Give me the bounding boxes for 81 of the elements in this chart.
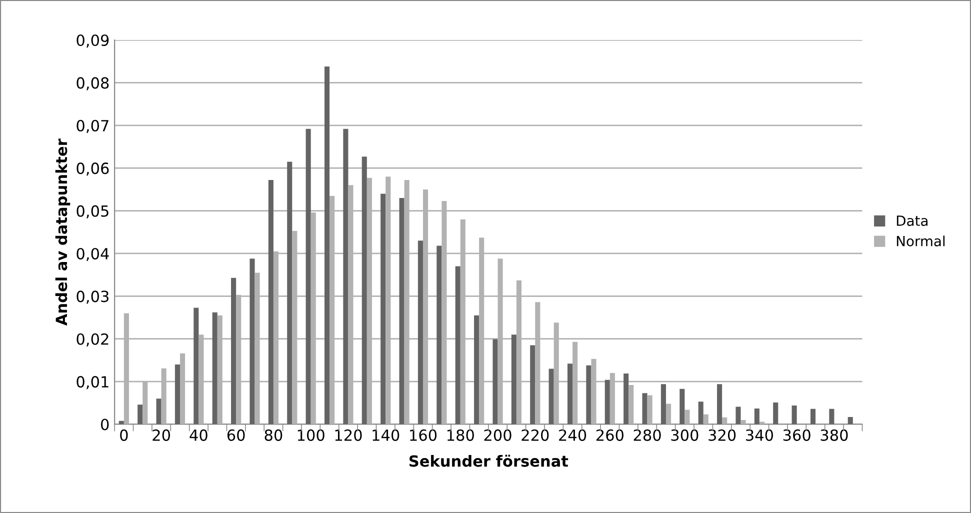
bar xyxy=(717,384,722,424)
x-tick-label: 260 xyxy=(596,429,624,441)
bar xyxy=(268,180,274,424)
bar xyxy=(138,404,143,424)
bar xyxy=(287,162,292,424)
bar xyxy=(212,312,218,424)
x-tick-label: 320 xyxy=(708,429,736,441)
x-axis-title: Sekunder försenat xyxy=(409,454,568,467)
bar xyxy=(698,402,704,424)
y-tick-label: 0,06 xyxy=(76,162,109,176)
bar xyxy=(666,404,672,424)
bar xyxy=(792,405,797,424)
bar xyxy=(810,408,816,424)
bar xyxy=(194,308,199,424)
y-tick-label: 0,02 xyxy=(76,333,108,346)
y-tick-label: 0,03 xyxy=(76,290,108,304)
y-tick-label: 0,05 xyxy=(76,205,108,218)
y-axis-title: Andel av datapunkter xyxy=(55,138,70,326)
bar xyxy=(680,388,685,424)
bar xyxy=(324,66,330,424)
bar xyxy=(474,315,480,424)
x-tick-label: 200 xyxy=(484,429,512,441)
bar xyxy=(418,240,423,424)
bar xyxy=(722,417,728,424)
x-tick-label: 240 xyxy=(559,429,586,441)
legend-label: Normal xyxy=(896,236,945,246)
bar xyxy=(642,393,648,424)
x-tick-label: 160 xyxy=(410,429,437,441)
x-tick-label: 40 xyxy=(190,429,208,441)
bar xyxy=(156,398,162,424)
x-tick-label: 380 xyxy=(820,429,848,441)
bar xyxy=(567,364,573,424)
legend-label: Data xyxy=(896,216,928,226)
y-tick-label: 0,04 xyxy=(76,248,109,262)
bar xyxy=(604,380,610,424)
bar xyxy=(492,339,498,424)
bar xyxy=(647,395,652,424)
bar xyxy=(250,258,255,424)
y-tick-label: 0,08 xyxy=(76,77,109,90)
x-tick-label: 80 xyxy=(264,429,282,441)
y-tick-label: 0,01 xyxy=(76,376,108,390)
y-tick-label: 0,09 xyxy=(76,34,109,48)
x-tick-label: 280 xyxy=(634,429,661,441)
bar xyxy=(754,408,760,424)
x-tick-label: 0 xyxy=(120,429,128,441)
bar xyxy=(511,334,516,424)
x-tick-label: 360 xyxy=(783,429,810,441)
bar xyxy=(343,128,348,424)
x-tick-label: 20 xyxy=(152,429,170,441)
bar xyxy=(624,373,629,424)
bar xyxy=(231,278,236,424)
bar xyxy=(829,408,834,424)
bar xyxy=(740,420,746,424)
bar xyxy=(848,416,853,424)
x-tick-label: 120 xyxy=(335,429,362,441)
y-tick-label: 0,07 xyxy=(76,120,108,133)
bar xyxy=(174,364,180,424)
bar xyxy=(586,365,592,424)
bar xyxy=(548,368,554,424)
x-tick-label: 180 xyxy=(447,429,474,441)
x-tick-label: 220 xyxy=(522,429,549,441)
bar xyxy=(773,402,778,424)
bar xyxy=(455,266,460,424)
x-tick-label: 340 xyxy=(746,429,774,441)
x-tick-label: 300 xyxy=(671,429,698,441)
bar xyxy=(436,246,442,424)
bar xyxy=(362,156,367,424)
bar xyxy=(628,384,634,424)
bar xyxy=(684,410,690,424)
bar xyxy=(736,406,741,424)
bar xyxy=(660,384,666,424)
bar xyxy=(380,194,386,424)
bar xyxy=(530,345,536,424)
x-tick-label: 60 xyxy=(227,429,245,441)
bar xyxy=(399,198,404,424)
y-tick-label: 0 xyxy=(101,418,109,430)
x-tick-label: 140 xyxy=(372,429,400,441)
x-tick-label: 100 xyxy=(298,429,324,441)
bar xyxy=(306,128,311,424)
bar xyxy=(759,422,764,424)
bar xyxy=(703,414,708,424)
